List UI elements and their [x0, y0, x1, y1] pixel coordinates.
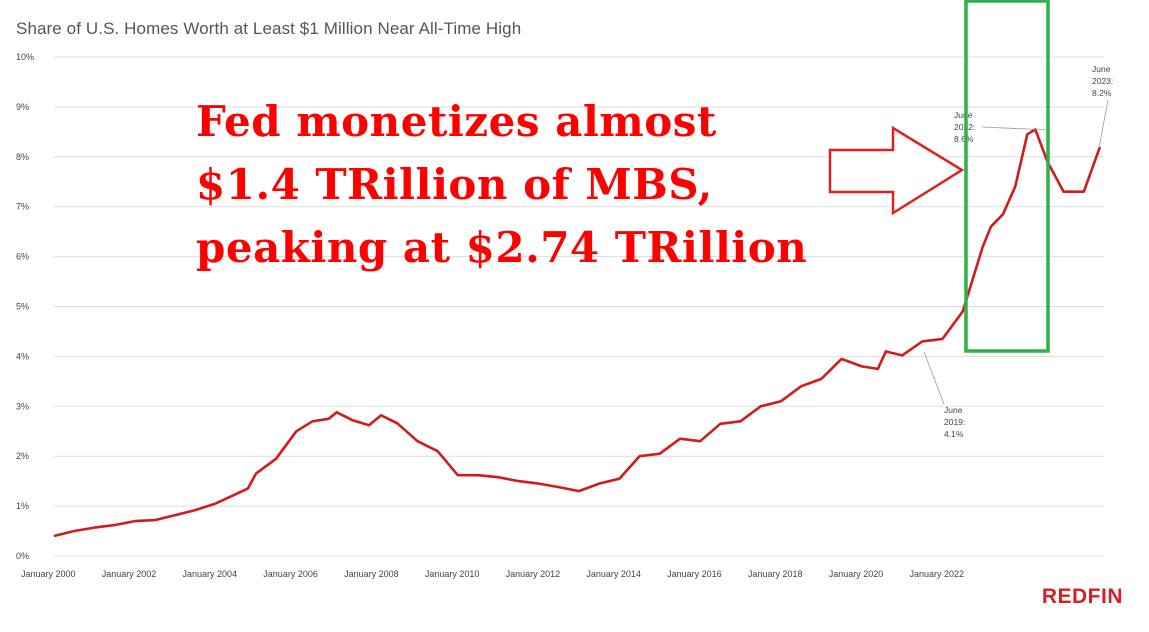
x-tick-label: January 2018 — [748, 569, 803, 579]
callout-label: 4.1% — [944, 429, 964, 439]
callout-label: June — [1092, 64, 1111, 74]
x-tick-label: January 2010 — [425, 569, 480, 579]
redfin-logo: REDFIN — [1041, 585, 1123, 608]
y-tick-label: 6% — [16, 252, 29, 262]
chart-title: Share of U.S. Homes Worth at Least $1 Mi… — [16, 19, 522, 38]
y-tick-label: 3% — [16, 401, 29, 411]
y-tick-label: 5% — [16, 302, 29, 312]
y-tick-label: 0% — [16, 551, 29, 561]
y-tick-label: 9% — [16, 102, 29, 112]
x-axis-ticks: January 2000 January 2002 January 2004 Janu… — [21, 569, 964, 579]
x-tick-label: January 2000 — [21, 569, 76, 579]
y-tick-label: 2% — [16, 451, 29, 461]
x-tick-label: January 2002 — [102, 569, 157, 579]
y-tick-label: 8% — [16, 152, 29, 162]
annotation-line: $1.4 TRillion of MBS, — [196, 160, 713, 209]
x-tick-label: January 2006 — [263, 569, 318, 579]
x-tick-label: January 2008 — [344, 569, 399, 579]
highlight-box — [964, 0, 1050, 353]
callout-label: 8.6% — [954, 134, 974, 144]
callout-label: June — [944, 405, 963, 415]
callout-label: 2019: — [944, 417, 965, 427]
callout-leader — [1098, 99, 1109, 149]
callout-leader — [981, 126, 1051, 131]
x-tick-label: January 2020 — [829, 569, 884, 579]
x-tick-label: January 2004 — [183, 569, 238, 579]
annotation-line: peaking at $2.74 TRillion — [196, 223, 808, 272]
y-tick-label: 1% — [16, 501, 29, 511]
callout-label: 8.2% — [1092, 88, 1112, 98]
y-axis-ticks: 0% 1% 2% 3% 4% 5% 6% 7% 8% 9% 10% — [16, 52, 34, 561]
x-tick-label: January 2016 — [667, 569, 722, 579]
callout-label: June — [954, 110, 973, 120]
annotation-text: Fed monetizes almost $1.4 TRillion of MB… — [196, 90, 807, 279]
arrow-right-icon — [828, 125, 965, 216]
annotation-line: Fed monetizes almost — [196, 97, 717, 146]
y-tick-label: 10% — [16, 52, 34, 62]
callout-leader — [923, 351, 945, 405]
y-tick-label: 7% — [16, 202, 29, 212]
gridlines — [54, 56, 1104, 557]
y-tick-label: 4% — [16, 351, 29, 361]
callout-label: 2023: — [1092, 76, 1113, 86]
x-tick-label: January 2022 — [909, 569, 964, 579]
x-tick-label: January 2014 — [586, 569, 641, 579]
x-tick-label: January 2012 — [506, 569, 561, 579]
